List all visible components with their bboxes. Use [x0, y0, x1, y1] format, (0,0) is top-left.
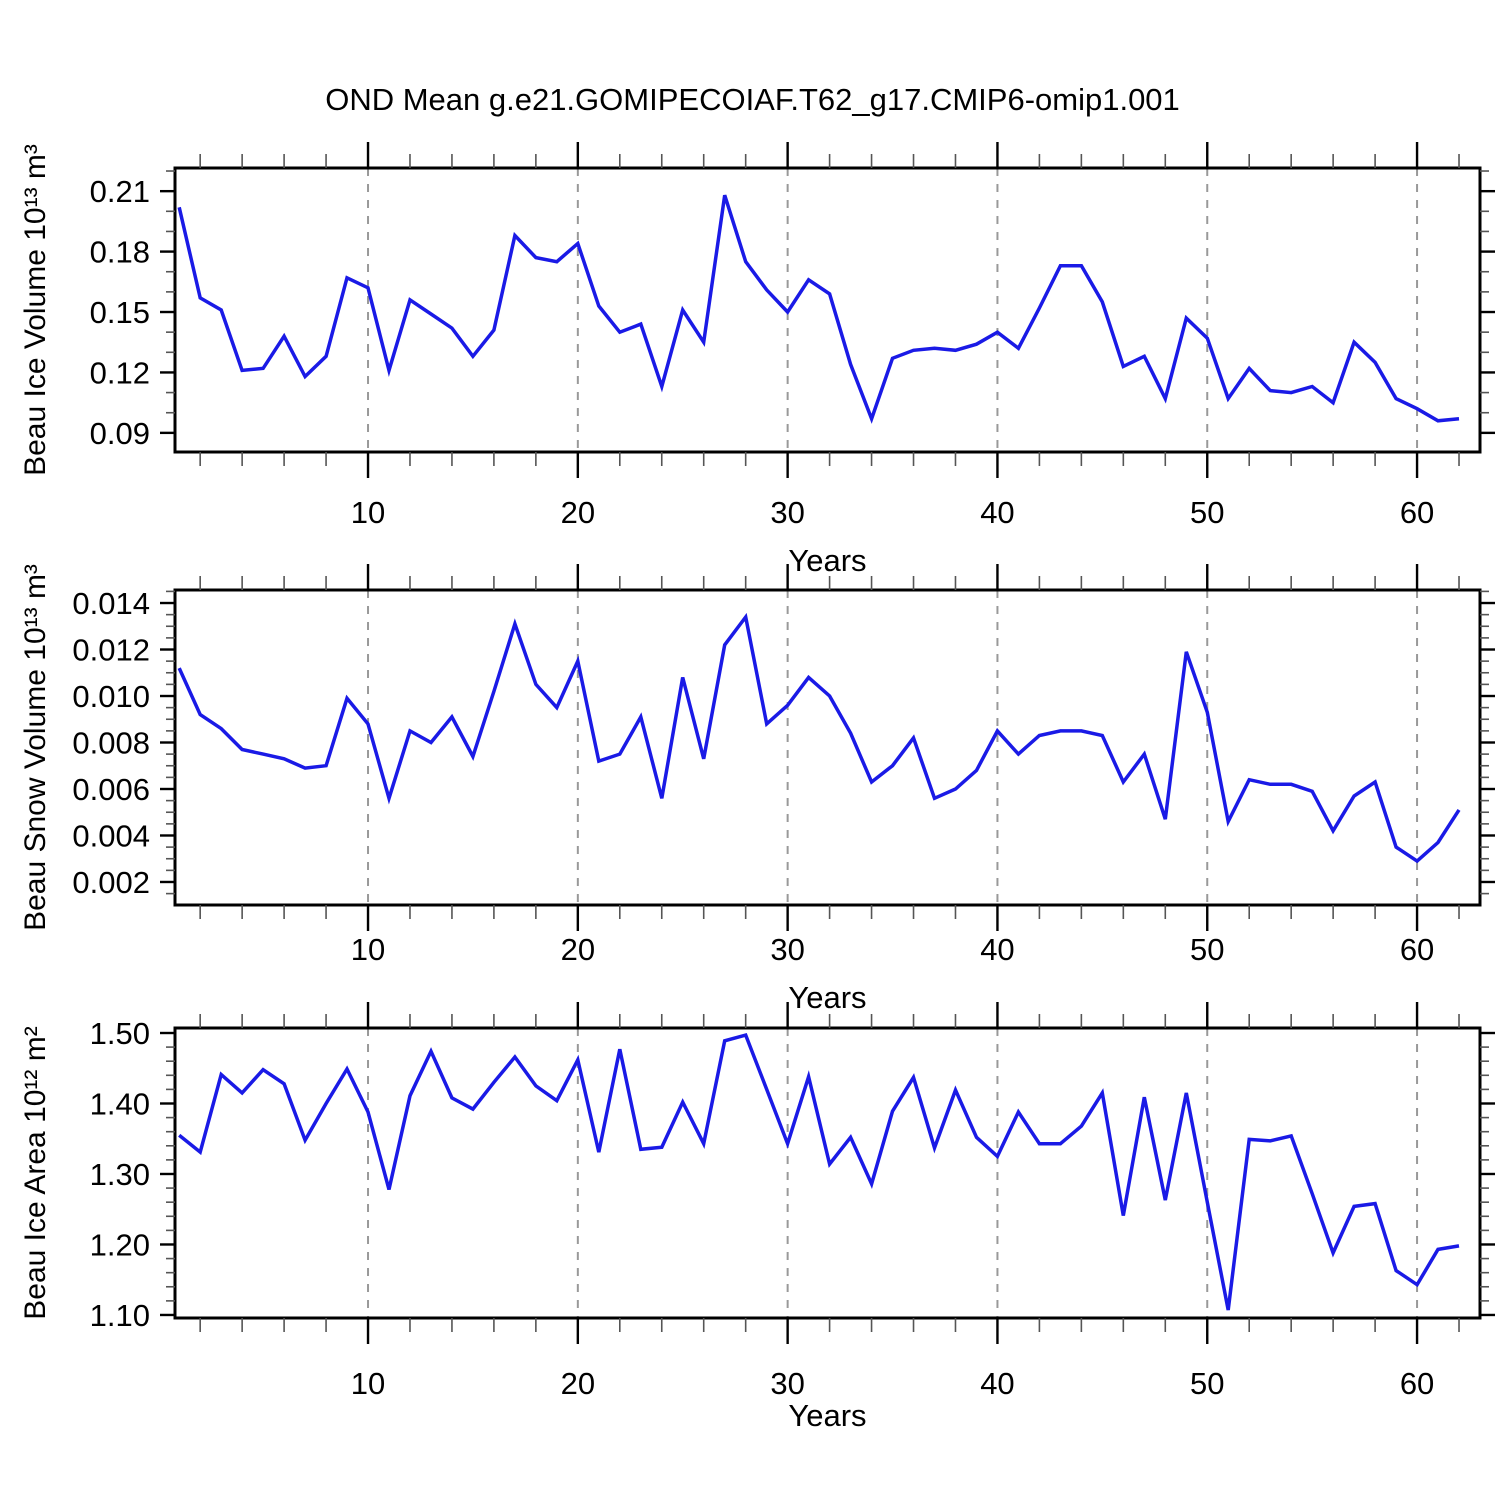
chart-beau-snow-volume: 10 20 30 40 50 60 0.014 0.012 0.010 0.008 0.006 0.0…	[19, 564, 1495, 1015]
x-tick-label: 30	[770, 932, 804, 967]
plot-frame	[173, 1026, 1482, 1320]
x-tick-label: 40	[980, 1366, 1014, 1401]
x-tick-label: 50	[1190, 932, 1224, 967]
plot-frame	[173, 166, 1482, 454]
y-tick-label: 0.21	[90, 174, 150, 209]
y-tick-label: 0.18	[90, 235, 150, 270]
y-axis-caption: Beau Ice Volume 10¹³ m³	[19, 144, 52, 476]
x-tick-label: 30	[770, 1366, 804, 1401]
y-tick-label: 1.40	[90, 1086, 150, 1121]
y-tick-label: 0.010	[72, 679, 150, 714]
x-tick-label: 30	[770, 495, 804, 530]
x-tick-label: 10	[351, 495, 385, 530]
x-tick-label: 60	[1400, 495, 1434, 530]
y-tick-label: 1.50	[90, 1016, 150, 1051]
y-axis-caption: Beau Snow Volume 10¹³ m³	[19, 564, 52, 931]
y-tick-label: 0.15	[90, 295, 150, 330]
y-tick-label: 0.006	[72, 772, 150, 807]
y-tick-label: 0.014	[72, 586, 150, 621]
x-tick-label: 20	[561, 1366, 595, 1401]
y-tick-label: 1.30	[90, 1157, 150, 1192]
y-tick-label: 1.10	[90, 1298, 150, 1333]
x-tick-label: 10	[351, 932, 385, 967]
beau-ice-area-line	[178, 1032, 1460, 1311]
y-tick-label: 0.008	[72, 726, 150, 761]
x-tick-label: 20	[561, 932, 595, 967]
plot-frame	[173, 588, 1482, 907]
x-tick-label: 10	[351, 1366, 385, 1401]
y-tick-label: 0.09	[90, 416, 150, 451]
x-axis-caption: Years	[788, 1398, 866, 1433]
x-tick-label: 50	[1190, 1366, 1224, 1401]
chart-beau-ice-area: 10 20 30 40 50 60 1.50 1.40 1.30 1.20 1.10 Years Bea…	[19, 1002, 1495, 1433]
y-tick-label: 0.12	[90, 355, 150, 390]
x-tick-label: 50	[1190, 495, 1224, 530]
y-tick-label: 0.004	[72, 818, 150, 853]
beau-snow-volume-line	[177, 612, 1461, 864]
beau-ice-volume-line	[177, 194, 1460, 424]
x-tick-label: 20	[561, 495, 595, 530]
figure-title: OND Mean g.e21.GOMIPECOIAF.T62_g17.CMIP6…	[325, 82, 1180, 117]
x-tick-label: 60	[1400, 1366, 1434, 1401]
y-tick-label: 1.20	[90, 1227, 150, 1262]
chart-beau-ice-volume: 10 20 30 40 50 60 0.21 0.18 0.15 0.12 0.09 Years Bea…	[19, 142, 1495, 578]
y-axis-caption: Beau Ice Area 10¹² m²	[19, 1026, 52, 1319]
y-tick-label: 0.012	[72, 633, 150, 668]
x-tick-label: 60	[1400, 932, 1434, 967]
y-tick-label: 0.002	[72, 865, 150, 900]
x-axis-caption: Years	[788, 980, 866, 1015]
x-tick-label: 40	[980, 932, 1014, 967]
x-axis-caption: Years	[788, 543, 866, 578]
x-tick-label: 40	[980, 495, 1014, 530]
